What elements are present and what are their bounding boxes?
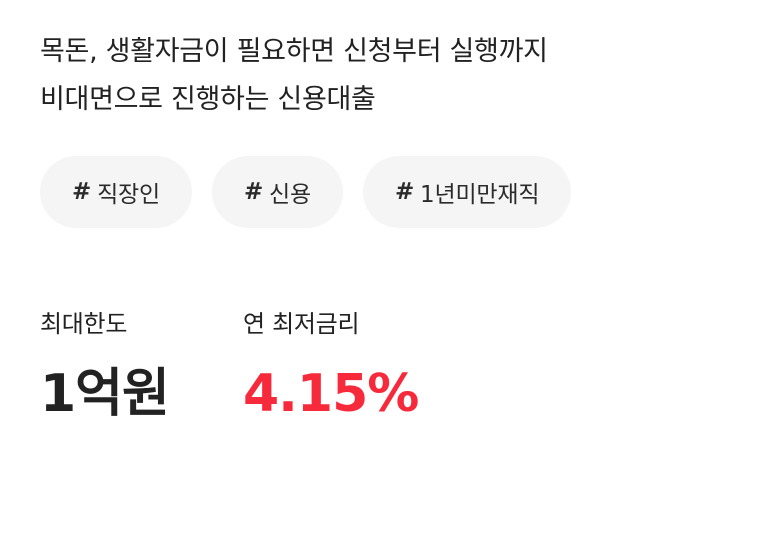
max-limit-label: 최대한도: [40, 310, 128, 338]
min-rate-stat: 연 최저금리 4.15%: [243, 306, 419, 426]
product-description: 목돈, 생활자금이 필요하면 신청부터 실행까지 비대면으로 진행하는 신용대출: [40, 28, 548, 124]
min-rate-label: 연 최저금리: [243, 310, 360, 338]
tag-label: 직장인: [97, 182, 160, 208]
hash-icon: #: [72, 179, 92, 205]
tag-under-one-year[interactable]: # 1년미만재직: [362, 156, 572, 228]
max-limit-value: 1억원: [40, 364, 170, 424]
tag-label: 신용: [269, 182, 311, 208]
min-rate-value: 4.15%: [243, 364, 419, 424]
tag-office-worker[interactable]: # 직장인: [40, 156, 192, 228]
max-limit-stat: 최대한도 1억원: [40, 306, 170, 426]
description-line-2: 비대면으로 진행하는 신용대출: [40, 84, 376, 115]
hash-icon: #: [243, 179, 264, 205]
tag-credit[interactable]: # 신용: [211, 156, 343, 228]
description-line-1: 목돈, 생활자금이 필요하면 신청부터 실행까지: [40, 36, 548, 67]
tag-label: 1년미만재직: [420, 182, 540, 208]
tag-list: # 직장인 # 신용 # 1년미만재직: [40, 156, 572, 228]
hash-icon: #: [394, 179, 415, 205]
